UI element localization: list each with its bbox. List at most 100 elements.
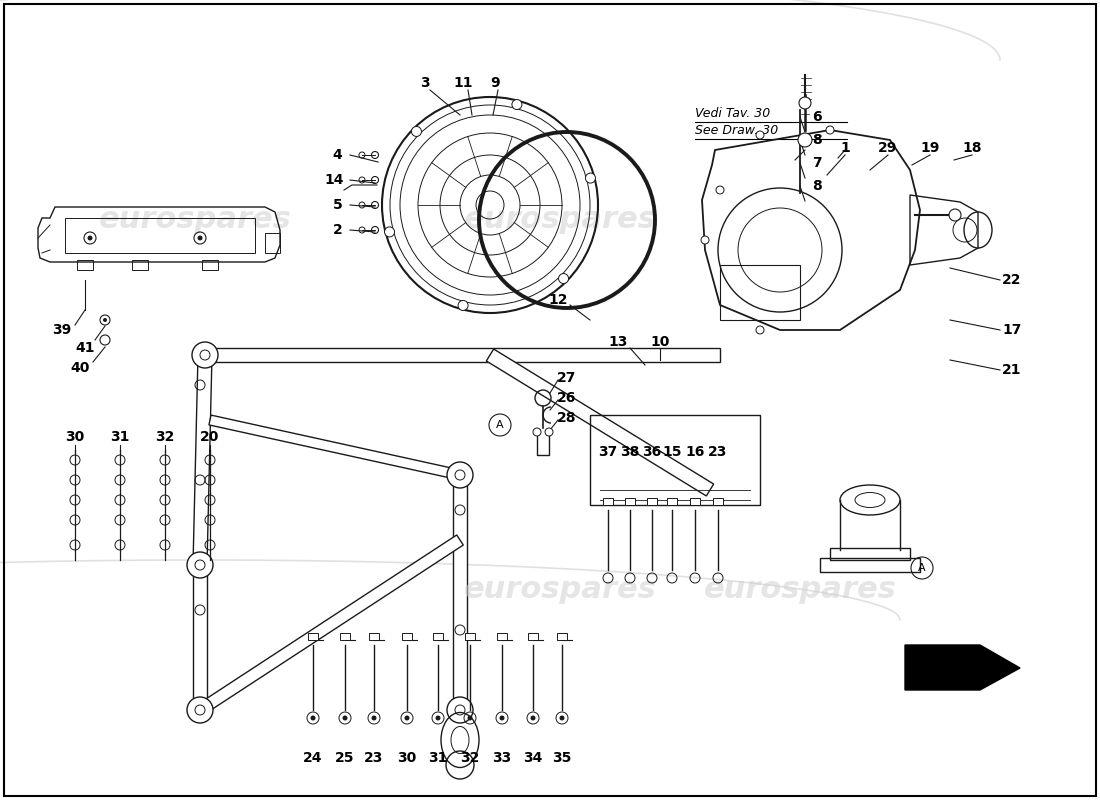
Circle shape (585, 173, 595, 183)
Circle shape (468, 715, 473, 721)
Circle shape (756, 131, 764, 139)
Text: 22: 22 (1002, 273, 1022, 287)
Bar (830, 548, 910, 560)
Bar (132, 260, 148, 270)
Circle shape (534, 428, 541, 436)
Text: See Draw. 30: See Draw. 30 (695, 124, 779, 137)
Bar (690, 498, 700, 505)
Bar (402, 633, 412, 640)
Bar (590, 415, 760, 505)
Circle shape (187, 697, 213, 723)
Text: eurospares: eurospares (99, 206, 292, 234)
Circle shape (701, 236, 710, 244)
Text: 33: 33 (493, 751, 512, 765)
Circle shape (826, 126, 834, 134)
Bar (647, 498, 657, 505)
Text: 6: 6 (812, 110, 822, 124)
Text: 2: 2 (333, 223, 343, 237)
Text: 40: 40 (70, 361, 90, 375)
Text: 15: 15 (662, 445, 682, 459)
Circle shape (198, 235, 202, 241)
Circle shape (560, 715, 564, 721)
Circle shape (799, 97, 811, 109)
Bar (465, 633, 475, 640)
Text: Vedi Tav. 30: Vedi Tav. 30 (695, 107, 770, 120)
Text: 1: 1 (840, 141, 850, 155)
Bar (820, 558, 920, 572)
Bar (368, 633, 379, 640)
Bar (265, 233, 280, 253)
Polygon shape (905, 645, 1020, 690)
Circle shape (499, 715, 505, 721)
Circle shape (342, 715, 348, 721)
Text: A: A (496, 420, 504, 430)
Circle shape (411, 126, 421, 137)
Text: 20: 20 (200, 430, 220, 444)
Text: eurospares: eurospares (463, 206, 657, 234)
Circle shape (559, 274, 569, 283)
Circle shape (544, 428, 553, 436)
Circle shape (372, 715, 376, 721)
Text: 8: 8 (812, 133, 822, 147)
Bar (528, 633, 538, 640)
Polygon shape (197, 535, 463, 715)
Text: 25: 25 (336, 751, 354, 765)
Circle shape (530, 715, 536, 721)
Circle shape (949, 209, 961, 221)
Bar (433, 633, 443, 640)
Bar (625, 498, 635, 505)
Circle shape (756, 326, 764, 334)
Text: 41: 41 (75, 341, 95, 355)
Text: 32: 32 (460, 751, 480, 765)
Text: 17: 17 (1002, 323, 1022, 337)
Text: 26: 26 (558, 391, 576, 405)
Polygon shape (192, 565, 207, 710)
Polygon shape (209, 415, 461, 480)
Text: 29: 29 (878, 141, 898, 155)
Text: 27: 27 (558, 371, 576, 385)
Text: 30: 30 (397, 751, 417, 765)
Text: 7: 7 (812, 156, 822, 170)
Text: 16: 16 (685, 445, 705, 459)
Text: 19: 19 (921, 141, 939, 155)
Text: 31: 31 (110, 430, 130, 444)
Circle shape (103, 318, 107, 322)
Circle shape (447, 462, 473, 488)
Text: 23: 23 (364, 751, 384, 765)
Polygon shape (453, 475, 468, 710)
Bar (202, 260, 218, 270)
Text: 11: 11 (453, 76, 473, 90)
Circle shape (458, 301, 469, 310)
Circle shape (192, 342, 218, 368)
Text: eurospares: eurospares (463, 575, 657, 605)
Text: eurospares: eurospares (704, 575, 896, 605)
Bar (308, 633, 318, 640)
Text: 35: 35 (552, 751, 572, 765)
Bar (713, 498, 723, 505)
Text: 28: 28 (558, 411, 576, 425)
Circle shape (798, 133, 812, 147)
Text: 18: 18 (962, 141, 981, 155)
Circle shape (405, 715, 409, 721)
Text: 23: 23 (708, 445, 728, 459)
Text: 34: 34 (524, 751, 542, 765)
Circle shape (436, 715, 440, 721)
Circle shape (385, 227, 395, 237)
Text: 13: 13 (608, 335, 628, 349)
Text: 31: 31 (428, 751, 448, 765)
Bar (557, 633, 566, 640)
Text: 10: 10 (650, 335, 670, 349)
Text: 3: 3 (420, 76, 430, 90)
Bar (720, 265, 800, 320)
Circle shape (512, 99, 521, 110)
Polygon shape (486, 349, 714, 496)
Text: 21: 21 (1002, 363, 1022, 377)
Text: 9: 9 (491, 76, 499, 90)
Text: 24: 24 (304, 751, 322, 765)
Text: 30: 30 (65, 430, 85, 444)
Text: 36: 36 (642, 445, 661, 459)
Text: 8: 8 (812, 179, 822, 193)
Polygon shape (192, 355, 212, 565)
Bar (667, 498, 676, 505)
Text: 38: 38 (620, 445, 640, 459)
